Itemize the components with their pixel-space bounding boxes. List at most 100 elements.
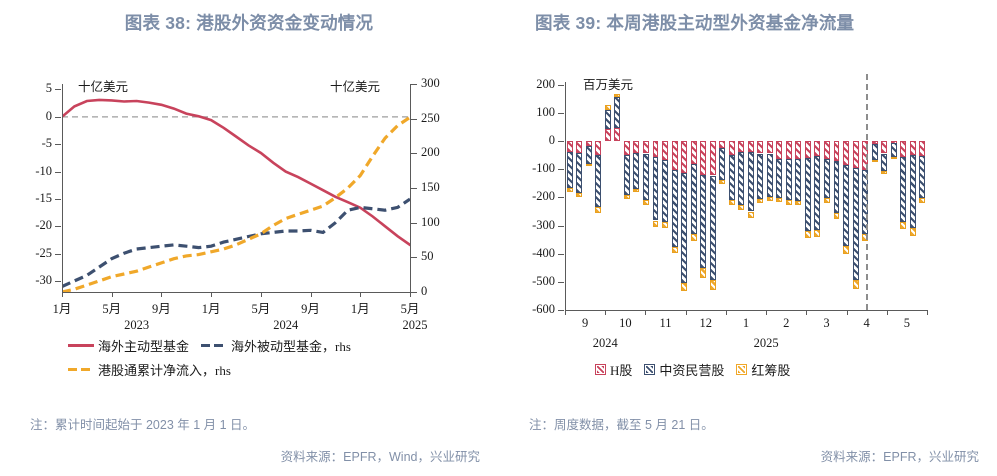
bar-segment-红筹股	[776, 198, 783, 202]
bar-segment-红筹股	[738, 204, 745, 210]
bar-segment-中资民营股	[804, 158, 811, 232]
y-ticklabel-right-0: 0	[421, 284, 428, 298]
bar-segment-H股	[795, 141, 802, 159]
bar-segment-红筹股	[623, 194, 630, 200]
legend-item-2[interactable]: 港股通累计净流入，rhs	[68, 360, 231, 379]
bar-segment-中资民营股	[690, 163, 697, 234]
bar-segment-红筹股	[595, 207, 602, 214]
legend-item-0[interactable]: 海外主动型基金	[68, 336, 189, 355]
y-tick-right-6	[411, 84, 417, 85]
bar-segment-红筹股	[671, 246, 678, 254]
series-line-2	[61, 115, 411, 294]
bar-group	[804, 82, 811, 310]
legend-label-1: 海外被动型基金，rhs	[231, 339, 351, 354]
bar-segment-中资民营股	[824, 158, 830, 198]
x-grouplabel-0: 2024	[592, 336, 618, 350]
y-tick-0	[558, 84, 564, 86]
bar-group	[595, 82, 602, 310]
figure-39-plot-area	[565, 74, 927, 310]
bar-segment-中资民营股	[633, 152, 640, 189]
x-tick-0	[62, 292, 63, 297]
y-tick-left-6	[55, 253, 61, 255]
bar-segment-中资民营股	[709, 175, 716, 281]
bar-group	[814, 82, 821, 310]
legend-label-1: 中资民营股	[659, 363, 725, 378]
legend-swatch-0-icon	[595, 364, 606, 375]
x-tick-6	[360, 292, 362, 297]
y-tick-left-7	[55, 281, 61, 283]
bar-group	[833, 82, 840, 310]
x-tick-6	[806, 310, 808, 315]
x-grouplabel-1: 2025	[753, 336, 779, 350]
bar-segment-H股	[614, 128, 621, 142]
figure-38-plot-area	[60, 84, 412, 294]
bar-segment-H股	[766, 141, 773, 154]
y-tick-1	[558, 112, 564, 114]
x-ticklabel-6: 3	[823, 316, 830, 330]
y-axis-right-spine	[410, 84, 411, 292]
legend-item-0[interactable]: H股	[595, 360, 632, 379]
legend-item-1[interactable]: 中资民营股	[644, 360, 724, 379]
y-tick-4	[558, 197, 564, 199]
legend-item-1[interactable]: 海外被动型基金，rhs	[201, 336, 351, 355]
y-tick-2	[558, 141, 564, 143]
bar-segment-中资民营股	[604, 110, 611, 129]
x-ticklabel-7: 4	[863, 316, 870, 330]
series-line-1	[61, 197, 411, 288]
bar-segment-红筹股	[804, 231, 811, 238]
bar-segment-中资民营股	[852, 168, 859, 281]
bar-segment-中资民营股	[566, 151, 573, 189]
bar-segment-H股	[604, 128, 611, 142]
bar-segment-红筹股	[700, 268, 707, 278]
legend-item-2[interactable]: 红筹股	[736, 360, 790, 379]
bar-segment-红筹股	[795, 200, 802, 206]
y-axis-left-spine	[62, 84, 63, 292]
bar-group	[766, 82, 773, 310]
x-tick-end	[927, 310, 928, 315]
bar-segment-红筹股	[728, 199, 735, 205]
bar-group	[576, 82, 583, 310]
bar-group	[604, 82, 611, 310]
bar-segment-红筹股	[604, 105, 611, 111]
bar-group	[614, 82, 621, 310]
bar-segment-中资民营股	[643, 153, 649, 201]
bar-group	[757, 82, 764, 310]
bar-segment-红筹股	[643, 200, 649, 205]
x-grouplabel-0: 2023	[124, 318, 150, 332]
bar-group	[709, 82, 716, 310]
bar-group	[566, 82, 573, 310]
bar-segment-中资民营股	[662, 159, 668, 223]
bar-group	[843, 82, 849, 310]
bar-segment-红筹股	[719, 180, 726, 184]
y-tick-left-0	[55, 89, 61, 91]
legend-swatch-1-icon	[644, 364, 656, 375]
bar-segment-中资民营股	[652, 157, 659, 221]
bar-group	[824, 82, 830, 310]
y-tick-5	[558, 225, 564, 227]
bar-group	[738, 82, 745, 310]
legend-swatch-1-icon	[201, 344, 228, 347]
figure-38-unit-right: 十亿美元	[330, 80, 381, 94]
bar-group	[776, 82, 783, 310]
x-tick-4	[725, 310, 727, 315]
y-tick-7	[558, 281, 564, 283]
x-grouplabel-1: 2024	[273, 318, 299, 332]
bar-segment-中资民营股	[585, 146, 592, 164]
y-ticklabel-right-5: 250	[421, 110, 440, 125]
bar-segment-红筹股	[919, 198, 926, 204]
bar-group	[919, 82, 926, 310]
bar-segment-红筹股	[633, 189, 640, 193]
bar-segment-H股	[643, 141, 649, 154]
figure-38-note: 注：累计时间起始于 2023 年 1 月 1 日。	[30, 418, 256, 432]
y-ticklabel-right-2: 100	[421, 214, 440, 229]
y-ticklabel-left-3: -10	[35, 163, 52, 178]
bar-segment-H股	[919, 141, 926, 156]
bar-segment-中资民营股	[757, 153, 764, 199]
bar-segment-红筹股	[890, 156, 897, 160]
bar-segment-红筹股	[785, 200, 792, 206]
x-tick-4	[260, 292, 262, 297]
bar-segment-H股	[681, 141, 688, 173]
figure-39-source: 资料来源：EPFR，兴业研究	[820, 450, 979, 464]
bar-segment-H股	[671, 141, 678, 171]
bar-segment-H股	[719, 141, 726, 149]
